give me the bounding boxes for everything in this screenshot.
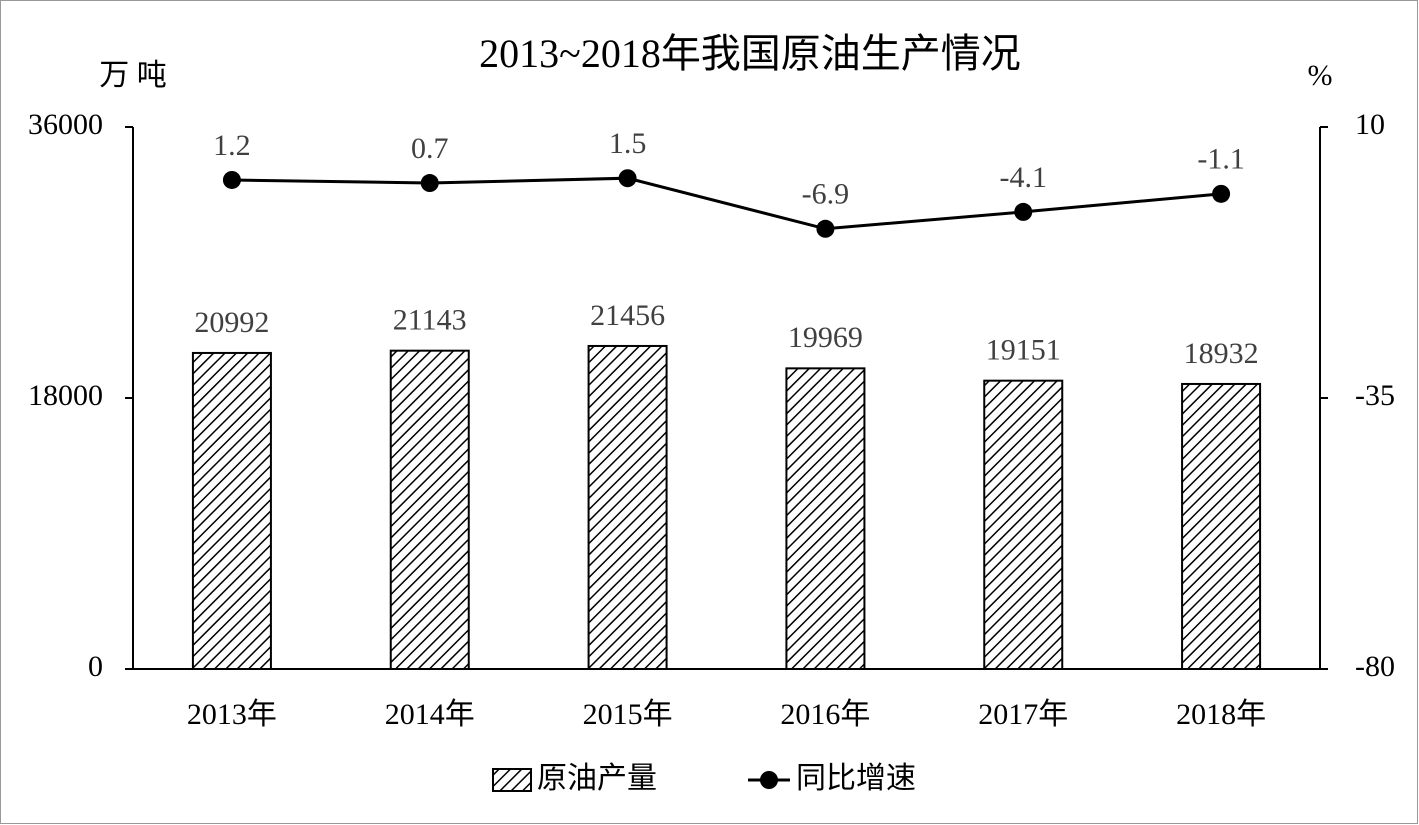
y-tick-label: 18000	[28, 379, 103, 412]
x-tick-label: 2014年	[385, 698, 475, 731]
y-axis-label: 万 吨	[99, 59, 167, 92]
bar	[587, 344, 668, 670]
bar	[785, 367, 866, 670]
data-label: 18932	[1184, 337, 1259, 370]
x-tick-label: 2018年	[1176, 698, 1266, 731]
line-point	[816, 219, 835, 238]
x-tick-label: 2015年	[583, 698, 673, 731]
y2-tick-label: -80	[1355, 650, 1395, 683]
data-label: 20992	[194, 306, 269, 339]
line-point	[420, 174, 439, 193]
y-tick-label: 36000	[28, 108, 103, 141]
line-point	[1212, 184, 1231, 203]
y2-tick-label: -35	[1355, 379, 1395, 412]
x-tick-label: 2016年	[780, 698, 870, 731]
data-label: -4.1	[1000, 161, 1048, 194]
line	[231, 176, 1222, 231]
line-point	[618, 169, 637, 188]
x-tick-label: 2017年	[978, 698, 1068, 731]
y2-axis-label: %	[1308, 59, 1333, 92]
x-tick-label: 2013年	[187, 698, 277, 731]
data-label: 21456	[590, 299, 665, 332]
bar	[191, 351, 272, 670]
data-label: 21143	[393, 304, 467, 337]
data-label: -1.1	[1197, 143, 1245, 176]
data-label: -6.9	[802, 178, 850, 211]
legend-label: 原油产量	[537, 762, 657, 795]
chart-title: 2013~2018年我国原油生产情况	[479, 31, 1021, 76]
legend-label: 同比增速	[796, 762, 916, 795]
bar	[389, 349, 470, 670]
y2-tick-label: 10	[1355, 108, 1385, 141]
y-tick-label: 0	[88, 650, 103, 683]
legend-swatch	[492, 768, 532, 792]
line-point	[1014, 202, 1033, 221]
line-point	[222, 170, 241, 189]
data-label: 19151	[986, 334, 1061, 367]
bar	[1181, 382, 1262, 670]
data-label: 1.5	[609, 127, 647, 160]
data-label: 1.2	[213, 129, 251, 162]
legend-marker	[760, 771, 778, 789]
data-label: 0.7	[411, 132, 449, 165]
data-label: 19969	[788, 321, 863, 354]
bar	[983, 379, 1064, 670]
